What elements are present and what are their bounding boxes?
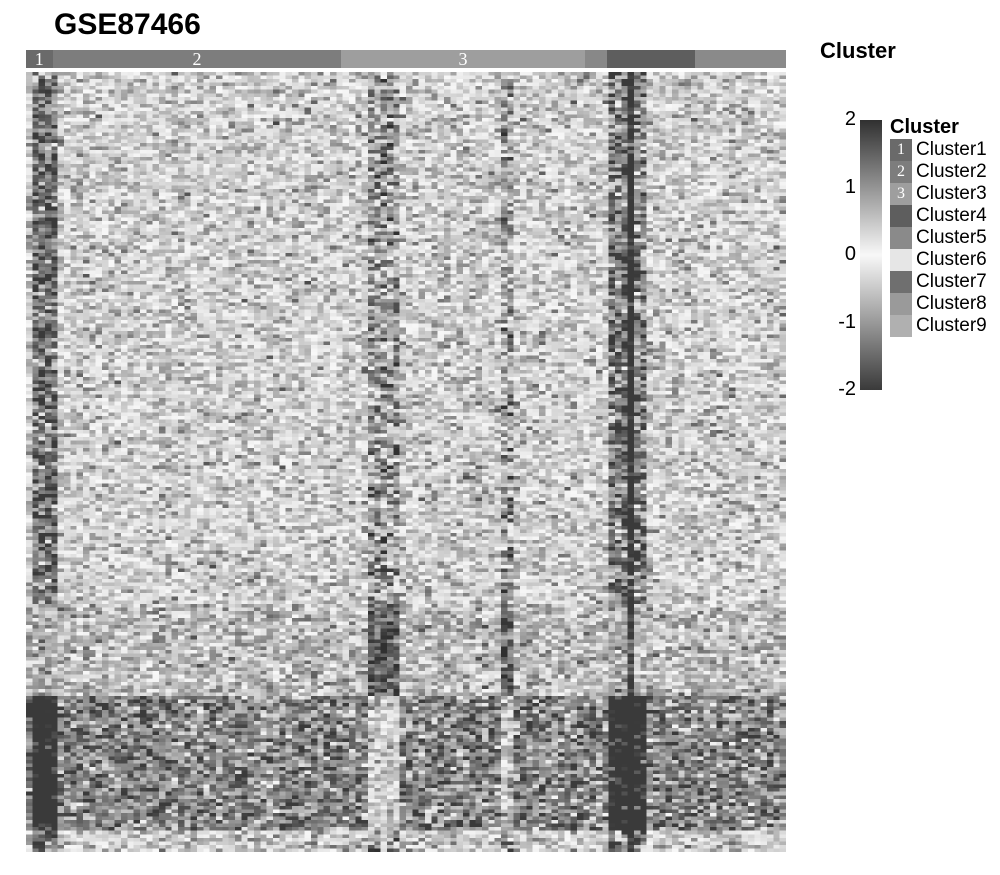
legend-swatch — [890, 271, 912, 293]
legend-label: Cluster2 — [916, 161, 987, 183]
legend-label: Cluster3 — [916, 183, 987, 205]
legend-swatch — [890, 227, 912, 249]
legend-item: Cluster6 — [890, 249, 987, 271]
annotation-segment: 2 — [53, 50, 342, 68]
legend-item: 3Cluster3 — [890, 183, 987, 205]
legend-swatch — [890, 249, 912, 271]
legend-swatch — [890, 315, 912, 337]
legend-item: Cluster9 — [890, 315, 987, 337]
legend-label: Cluster9 — [916, 315, 987, 337]
colorbar: 210-1-2 — [860, 120, 882, 390]
colorbar-tick: 0 — [822, 243, 856, 266]
annotation-segment — [695, 50, 786, 68]
cluster-heading: Cluster — [820, 38, 896, 64]
legend-label: Cluster7 — [916, 271, 987, 293]
colorbar-tick: -2 — [822, 378, 856, 401]
legend-item: 1Cluster1 — [890, 139, 987, 161]
legend-label: Cluster8 — [916, 293, 987, 315]
legend-label: Cluster5 — [916, 227, 987, 249]
legend-item: Cluster7 — [890, 271, 987, 293]
annotation-segment: 3 — [341, 50, 584, 68]
legend-item: Cluster5 — [890, 227, 987, 249]
annotation-segment — [585, 50, 608, 68]
colorbar-tick: -1 — [822, 311, 856, 334]
legend-swatch — [890, 205, 912, 227]
colorbar-tick: 2 — [822, 108, 856, 131]
heatmap-canvas — [26, 72, 786, 852]
annotation-segment — [607, 50, 694, 68]
legend-swatch — [890, 293, 912, 315]
colorbar-gradient — [860, 120, 882, 390]
heatmap — [26, 72, 786, 852]
legend-item: 2Cluster2 — [890, 161, 987, 183]
legend-title: Cluster — [890, 116, 987, 139]
colorbar-tick: 1 — [822, 176, 856, 199]
cluster-legend: Cluster 1Cluster12Cluster23Cluster3Clust… — [890, 116, 987, 337]
page-title: GSE87466 — [54, 8, 201, 42]
page: { "title": { "text": "GSE87466", "fontsi… — [0, 0, 1000, 875]
legend-swatch: 2 — [890, 161, 912, 183]
legend-item: Cluster8 — [890, 293, 987, 315]
legend-swatch: 3 — [890, 183, 912, 205]
legend-swatch: 1 — [890, 139, 912, 161]
legend-label: Cluster1 — [916, 139, 987, 161]
annotation-segment: 1 — [26, 50, 53, 68]
legend-item: Cluster4 — [890, 205, 987, 227]
column-annotation-bar: 123 — [26, 50, 786, 68]
legend-label: Cluster6 — [916, 249, 987, 271]
legend-label: Cluster4 — [916, 205, 987, 227]
